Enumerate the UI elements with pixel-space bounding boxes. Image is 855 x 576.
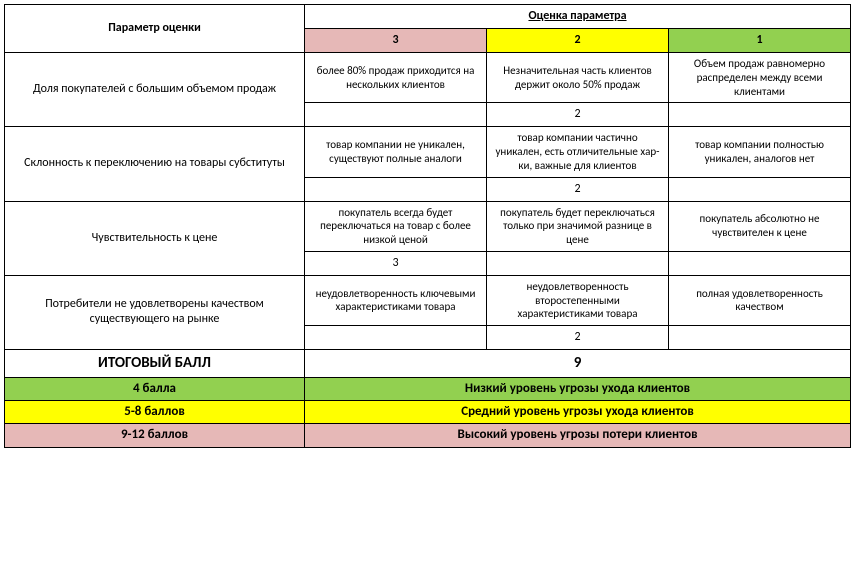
param-3-label: Чувствительность к цене	[5, 201, 305, 275]
param-row-2: Склонность к переключению на товары субс…	[5, 127, 851, 177]
param-4-score-3	[305, 326, 487, 350]
param-3-v2: покупатель будет переключаться только пр…	[487, 201, 669, 251]
param-3-score-2	[487, 251, 669, 275]
header-param: Параметр оценки	[5, 5, 305, 53]
param-4-score-1	[669, 326, 851, 350]
header-col-2: 2	[487, 29, 669, 53]
param-1-v2: Незначительная часть клиентов держит око…	[487, 53, 669, 103]
param-2-v2: товар компании частично уникален, есть о…	[487, 127, 669, 177]
param-3-score-1	[669, 251, 851, 275]
param-4-v3: неудовлетворенность ключевыми характерис…	[305, 275, 487, 325]
param-1-label: Доля покупателей с большим объемом прода…	[5, 53, 305, 127]
header-rating: Оценка параметра	[305, 5, 851, 29]
param-row-4: Потребители не удовлетворены качеством с…	[5, 275, 851, 325]
legend-1-text: Низкий уровень угрозы ухода клиентов	[305, 377, 851, 400]
param-3-score-3: 3	[305, 251, 487, 275]
assessment-table: Параметр оценки Оценка параметра 3 2 1 Д…	[4, 4, 851, 448]
param-2-label: Склонность к переключению на товары субс…	[5, 127, 305, 201]
header-col-1: 1	[669, 29, 851, 53]
param-1-score-2: 2	[487, 103, 669, 127]
param-4-v2: неудовлетворенность второстепенными хара…	[487, 275, 669, 325]
header-col-3: 3	[305, 29, 487, 53]
total-label: ИТОГОВЫЙ БАЛЛ	[5, 350, 305, 378]
param-1-v3: более 80% продаж приходится на нескольки…	[305, 53, 487, 103]
legend-1-range: 4 балла	[5, 377, 305, 400]
param-1-score-3	[305, 103, 487, 127]
legend-row-3: 9-12 баллов Высокий уровень угрозы потер…	[5, 424, 851, 447]
legend-3-range: 9-12 баллов	[5, 424, 305, 447]
param-4-score-2: 2	[487, 326, 669, 350]
legend-2-range: 5-8 баллов	[5, 401, 305, 424]
param-2-score-3	[305, 177, 487, 201]
legend-3-text: Высокий уровень угрозы потери клиентов	[305, 424, 851, 447]
total-value: 9	[305, 350, 851, 378]
param-2-v1: товар компании полностью уникален, анало…	[669, 127, 851, 177]
param-3-v1: покупатель абсолютно не чувствителен к ц…	[669, 201, 851, 251]
param-row-3: Чувствительность к цене покупатель всегд…	[5, 201, 851, 251]
param-1-v1: Объем продаж равномерно распределен межд…	[669, 53, 851, 103]
param-1-score-1	[669, 103, 851, 127]
param-row-1: Доля покупателей с большим объемом прода…	[5, 53, 851, 103]
legend-row-2: 5-8 баллов Средний уровень угрозы ухода …	[5, 401, 851, 424]
total-row: ИТОГОВЫЙ БАЛЛ 9	[5, 350, 851, 378]
param-2-v3: товар компании не уникален, существуют п…	[305, 127, 487, 177]
param-2-score-2: 2	[487, 177, 669, 201]
legend-2-text: Средний уровень угрозы ухода клиентов	[305, 401, 851, 424]
header-row-top: Параметр оценки Оценка параметра	[5, 5, 851, 29]
param-3-v3: покупатель всегда будет переключаться на…	[305, 201, 487, 251]
param-4-v1: полная удовлетворенность качеством	[669, 275, 851, 325]
param-2-score-1	[669, 177, 851, 201]
legend-row-1: 4 балла Низкий уровень угрозы ухода клие…	[5, 377, 851, 400]
param-4-label: Потребители не удовлетворены качеством с…	[5, 275, 305, 349]
